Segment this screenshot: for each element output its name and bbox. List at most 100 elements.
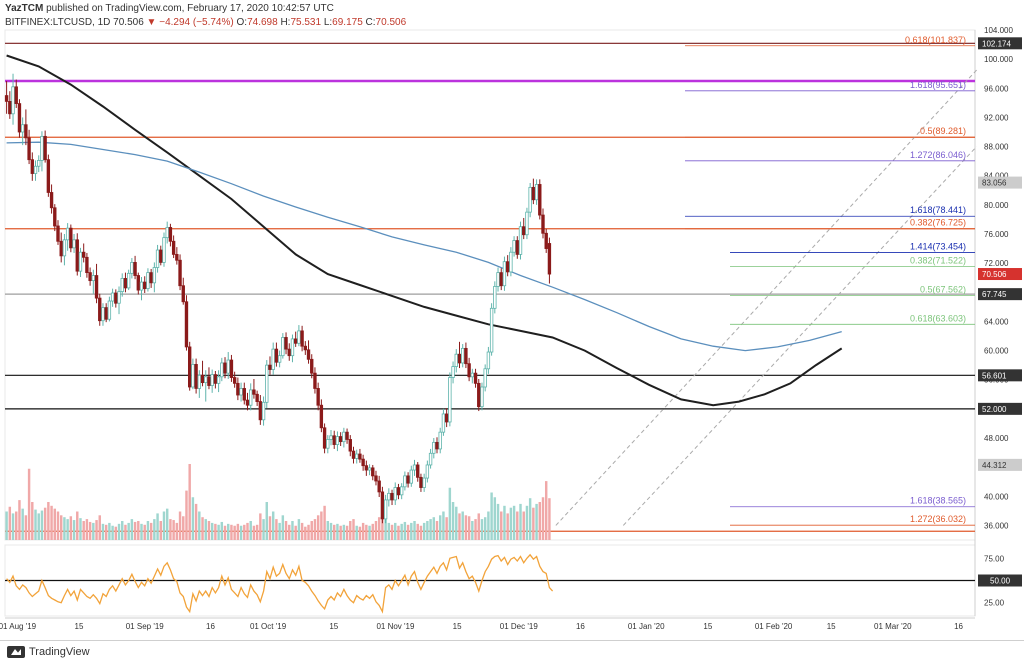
candle-body xyxy=(62,239,67,257)
volume-bar xyxy=(153,519,156,540)
volume-bar xyxy=(374,521,378,540)
tradingview-logo[interactable]: TradingView xyxy=(7,646,90,658)
candle-body xyxy=(194,364,198,389)
candle-body xyxy=(499,272,503,287)
volume-bar xyxy=(233,525,236,540)
candle-body xyxy=(412,464,417,471)
candle-body xyxy=(322,427,327,449)
price-badge xyxy=(978,176,1022,189)
y-tick-label: 64.000 xyxy=(984,317,1009,326)
candle-body xyxy=(268,364,272,370)
volume-bar xyxy=(271,511,275,540)
volume-bar xyxy=(268,516,272,540)
y-tick-label: 60.000 xyxy=(984,347,1009,356)
rsi-50-badge-label: 50.00 xyxy=(990,577,1011,586)
y-tick-label: 36.000 xyxy=(984,521,1009,530)
candle-body xyxy=(345,431,349,440)
candle-body xyxy=(477,382,481,408)
volume-bar xyxy=(124,524,127,540)
symbol-label[interactable]: BITFINEX:LTCUSD, 1D xyxy=(5,17,111,28)
candle-body xyxy=(483,368,487,388)
volume-bar xyxy=(432,517,436,540)
candle-body xyxy=(30,159,34,174)
volume-bar xyxy=(27,468,31,540)
volume-bar xyxy=(288,524,291,540)
volume-bar xyxy=(429,519,432,540)
candle-body xyxy=(82,251,86,258)
candle-body xyxy=(306,349,311,360)
candle-body xyxy=(534,184,539,201)
fib-label: 1.414(73.454) xyxy=(910,242,966,252)
candle-body xyxy=(91,275,96,282)
volume-bar xyxy=(349,521,352,540)
candle-body xyxy=(461,347,465,364)
volume-bar xyxy=(342,524,346,540)
candle-body xyxy=(53,207,57,227)
volume-bar xyxy=(377,517,381,540)
volume-bar xyxy=(210,522,214,540)
fib-label: 1.618(95.651) xyxy=(910,80,966,90)
candle-body xyxy=(175,253,179,261)
volume-bar xyxy=(172,520,175,540)
candle-body xyxy=(110,292,115,302)
candle-body xyxy=(390,492,394,501)
candle-body xyxy=(489,307,494,353)
rsi-line xyxy=(6,553,554,614)
header-line-1: YazTCM published on TradingView.com, Feb… xyxy=(5,3,334,14)
x-tick-label: 01 Jan '20 xyxy=(628,622,665,631)
candle-body xyxy=(75,239,79,272)
volume-bar xyxy=(477,513,480,540)
price-chart[interactable]: 104.000 100.000 96.000 92.000 88.000 84.000 80… xyxy=(0,0,1024,640)
volume-bar xyxy=(538,502,542,540)
y-tick-label: 96.000 xyxy=(984,84,1009,93)
y-tick-label: 48.000 xyxy=(984,434,1009,443)
price-change: ▼ −4.294 (−5.74%) xyxy=(146,17,234,28)
volume-bar xyxy=(246,522,249,540)
volume-bar xyxy=(294,525,297,540)
candle-body xyxy=(290,338,295,357)
volume-bar xyxy=(365,524,368,540)
candle-body xyxy=(399,486,404,496)
volume-bar xyxy=(541,497,545,540)
candle-body xyxy=(242,388,246,401)
volume-bar xyxy=(509,507,513,540)
candle-body xyxy=(143,281,147,290)
candle-body xyxy=(120,278,124,292)
volume-bar xyxy=(40,510,44,540)
volume-bar xyxy=(76,511,79,540)
candle-body xyxy=(326,439,330,449)
author-name[interactable]: YazTCM xyxy=(5,3,44,14)
candle-body xyxy=(252,389,256,395)
volume-bar xyxy=(137,521,140,540)
volume-bar xyxy=(390,524,394,540)
y-tick-label: 72.000 xyxy=(984,259,1009,268)
candle-body xyxy=(152,267,157,284)
volume-bar xyxy=(98,515,101,540)
volume-bar xyxy=(50,505,53,540)
volume-bar xyxy=(336,523,339,540)
candle-body xyxy=(274,348,279,363)
volume-bar xyxy=(63,517,66,540)
volume-bar xyxy=(361,522,365,540)
price-badge xyxy=(978,37,1022,50)
volume-bar xyxy=(403,521,407,540)
candle-body xyxy=(486,351,491,370)
volume-bar xyxy=(333,524,336,540)
volume-bar xyxy=(532,507,535,540)
volume-bar xyxy=(313,519,317,540)
candle-body xyxy=(159,249,163,263)
candle-body xyxy=(297,330,301,344)
volume-bar xyxy=(426,521,429,540)
volume-bar xyxy=(121,521,124,540)
candle-body xyxy=(236,382,240,396)
footer-bar: TradingView xyxy=(0,640,1024,667)
candle-body xyxy=(4,95,9,102)
candle-body xyxy=(265,364,269,403)
volume-bar xyxy=(397,525,400,540)
candle-body xyxy=(310,358,314,374)
volume-bar xyxy=(461,511,464,540)
candle-body xyxy=(139,281,144,291)
fib-label: 0.618(101.837) xyxy=(905,35,966,45)
fib-label: 1.272(36.032) xyxy=(910,514,966,524)
candle-body xyxy=(216,376,221,384)
